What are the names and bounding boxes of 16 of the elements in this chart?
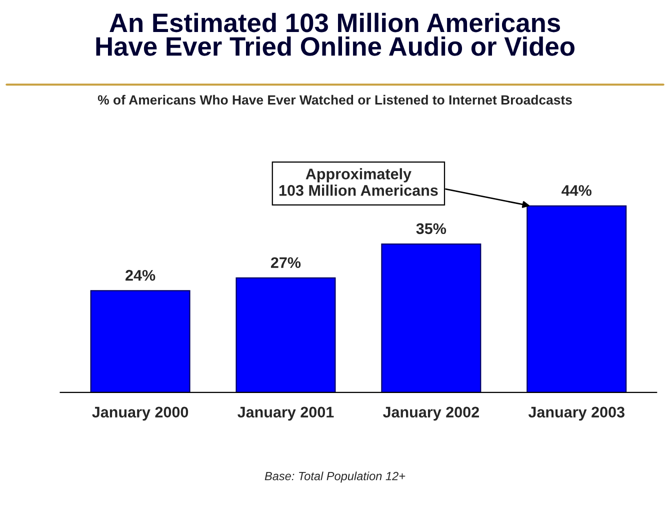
x-tick-label: January 2000	[92, 406, 188, 421]
bar	[526, 205, 627, 392]
x-tick-label: January 2001	[238, 406, 334, 421]
text: Approximately 103 Million Americans	[279, 168, 438, 196]
data-label: 27%	[270, 257, 301, 268]
text: Base: Total Population 12+	[264, 472, 406, 483]
bar	[90, 290, 190, 392]
x-tick-label: January 2003	[528, 406, 624, 421]
data-label: 24%	[126, 270, 156, 281]
x-tick-label: January 2002	[382, 406, 479, 421]
bar	[381, 244, 482, 392]
chart-subtitle: % of Americans Who Have Ever Watched or Listened to Internet Broadcasts	[98, 94, 572, 105]
data-label: 44%	[562, 185, 592, 196]
chart-title: An Estimated 103 Million Americans Have Ever Tried Online Audio or Video	[96, 12, 574, 56]
data-label: 35%	[416, 223, 446, 234]
bar	[236, 277, 336, 392]
